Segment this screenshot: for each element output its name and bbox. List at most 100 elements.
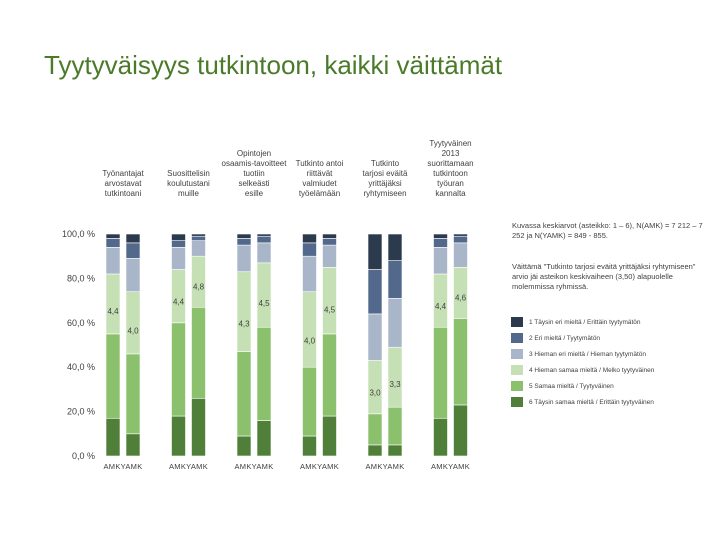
bar-segment <box>256 235 272 244</box>
mean-label: 4,4 <box>173 297 185 306</box>
bar-segment <box>367 413 383 446</box>
group-label-line: riittävät <box>307 169 334 178</box>
group-label-line: tarjosi eväitä <box>363 169 408 178</box>
group-label: Työnantajat arvostavat tutkintoani <box>102 169 144 198</box>
bar-segment <box>191 240 206 257</box>
legend-item: 2 Eri mieltä / Tyytymätön <box>511 330 716 346</box>
bar-segment <box>105 247 121 275</box>
bar-segment <box>453 235 468 244</box>
bar-segment <box>236 435 252 457</box>
bar-segment <box>171 415 186 457</box>
bar-segment <box>433 238 448 248</box>
bar-segment <box>171 240 186 248</box>
bar-segment <box>256 262 272 328</box>
bar-segment <box>453 233 468 237</box>
legend-item: 3 Hieman eri mieltä / Hieman tyytymätön <box>511 346 716 362</box>
group-label-line: Tutkinto antoi <box>296 159 344 168</box>
x-category-label: AMKYAMK <box>431 462 470 471</box>
group-label-line: Tyytyväinen <box>429 139 471 148</box>
bar-segment <box>433 233 448 239</box>
bar-segment <box>105 233 121 239</box>
bar-segment <box>236 244 252 273</box>
bar-segment <box>191 306 206 399</box>
legend-swatch <box>511 317 523 327</box>
group-label-line: 2013 <box>442 149 460 158</box>
legend: 1 Täysin eri mieltä / Erittäin tyytymätö… <box>511 314 716 410</box>
group-label-line: valmiudet <box>302 179 337 188</box>
group-label-line: Opintojen <box>237 149 271 158</box>
bar-segment <box>322 244 337 268</box>
group-label: Tyytyväinen 2013 suorittamaan tutkintoon työ… <box>427 139 473 198</box>
bar-segment <box>387 260 403 299</box>
bar-segment <box>236 351 252 437</box>
bar-segment <box>453 318 468 406</box>
bar-segment <box>387 346 403 408</box>
group-label-line: yrittäjäksi <box>368 179 402 188</box>
bar-segment <box>387 444 403 457</box>
bar-segment <box>125 233 141 244</box>
page-title: Tyytyväisyys tutkintoon, kaikki väittämä… <box>44 50 503 80</box>
group-label: Suosittelisin koulutustani muille <box>167 169 210 198</box>
bar-segment <box>105 238 121 248</box>
legend-label: 1 Täysin eri mieltä / Erittäin tyytymätö… <box>529 318 641 326</box>
bar-segment <box>105 333 121 419</box>
mean-label: 4,5 <box>258 299 270 308</box>
group-label: Opintojen osaamis-tavoitteet tuotiin selkeä… <box>222 149 288 198</box>
legend-swatch <box>511 397 523 407</box>
legend-swatch <box>511 365 523 375</box>
mean-label: 4,4 <box>107 307 119 316</box>
mean-label: 4,8 <box>193 282 205 291</box>
bar-segment <box>105 417 121 457</box>
bar-segment <box>367 444 383 457</box>
bar-segment <box>322 333 337 417</box>
bar-segment <box>302 435 317 457</box>
mean-label: 3,3 <box>389 380 401 389</box>
bar-segment <box>256 242 272 264</box>
bar-segment <box>387 298 403 348</box>
mean-label: 4,5 <box>324 305 336 314</box>
y-tick-label: 20,0 % <box>67 407 95 417</box>
legend-swatch <box>511 381 523 391</box>
bar-segment <box>302 233 317 244</box>
mean-label: 4,4 <box>435 302 447 311</box>
y-tick-label: 0,0 % <box>72 451 95 461</box>
x-category-label: AMKYAMK <box>103 462 142 471</box>
bar-segment <box>191 397 206 457</box>
x-category-label: AMKYAMK <box>300 462 339 471</box>
bar-segment <box>322 238 337 246</box>
mean-label: 4,0 <box>127 326 139 335</box>
bar-segment <box>125 353 141 435</box>
group-label-line: ryhtymiseen <box>363 189 406 198</box>
legend-swatch <box>511 333 523 343</box>
bar-segment <box>453 242 468 268</box>
bar-segment <box>236 271 252 352</box>
group-label-line: tutkintoon <box>433 169 468 178</box>
legend-label: 3 Hieman eri mieltä / Hieman tyytymätön <box>529 350 647 358</box>
group-label-line: koulutustani <box>167 179 210 188</box>
bar-segment <box>433 273 448 328</box>
group-label-line: työuran <box>437 179 464 188</box>
bar-segment <box>171 322 186 417</box>
group-label-line: esille <box>245 189 264 198</box>
mean-label: 4,0 <box>304 336 316 345</box>
bar-segment <box>191 233 206 237</box>
legend-label: 2 Eri mieltä / Tyytymätön <box>529 334 601 342</box>
bar-segment <box>367 269 383 315</box>
group-label-line: osaamis-tavoitteet <box>222 159 288 168</box>
bar-segment <box>367 233 383 270</box>
group-label-line: kannalta <box>435 189 466 198</box>
bar-segment <box>367 360 383 415</box>
legend-item: 6 Täysin samaa mieltä / Erittäin tyytyvä… <box>511 394 716 410</box>
x-category-label: AMKYAMK <box>365 462 404 471</box>
legend-label: 6 Täysin samaa mieltä / Erittäin tyytyvä… <box>529 398 654 406</box>
legend-item: 1 Täysin eri mieltä / Erittäin tyytymätö… <box>511 314 716 330</box>
legend-item: 5 Samaa mieltä / Tyytyväinen <box>511 378 716 394</box>
legend-label: 4 Hieman samaa mieltä / Melko tyytyväine… <box>529 366 655 374</box>
group-label-line: Suosittelisin <box>167 169 210 178</box>
bar-segment <box>302 366 317 437</box>
bar-segment <box>171 269 186 324</box>
group-label-line: Työnantajat <box>102 169 144 178</box>
bar-segment <box>236 233 252 239</box>
group-label-line: arvostavat <box>105 179 143 188</box>
